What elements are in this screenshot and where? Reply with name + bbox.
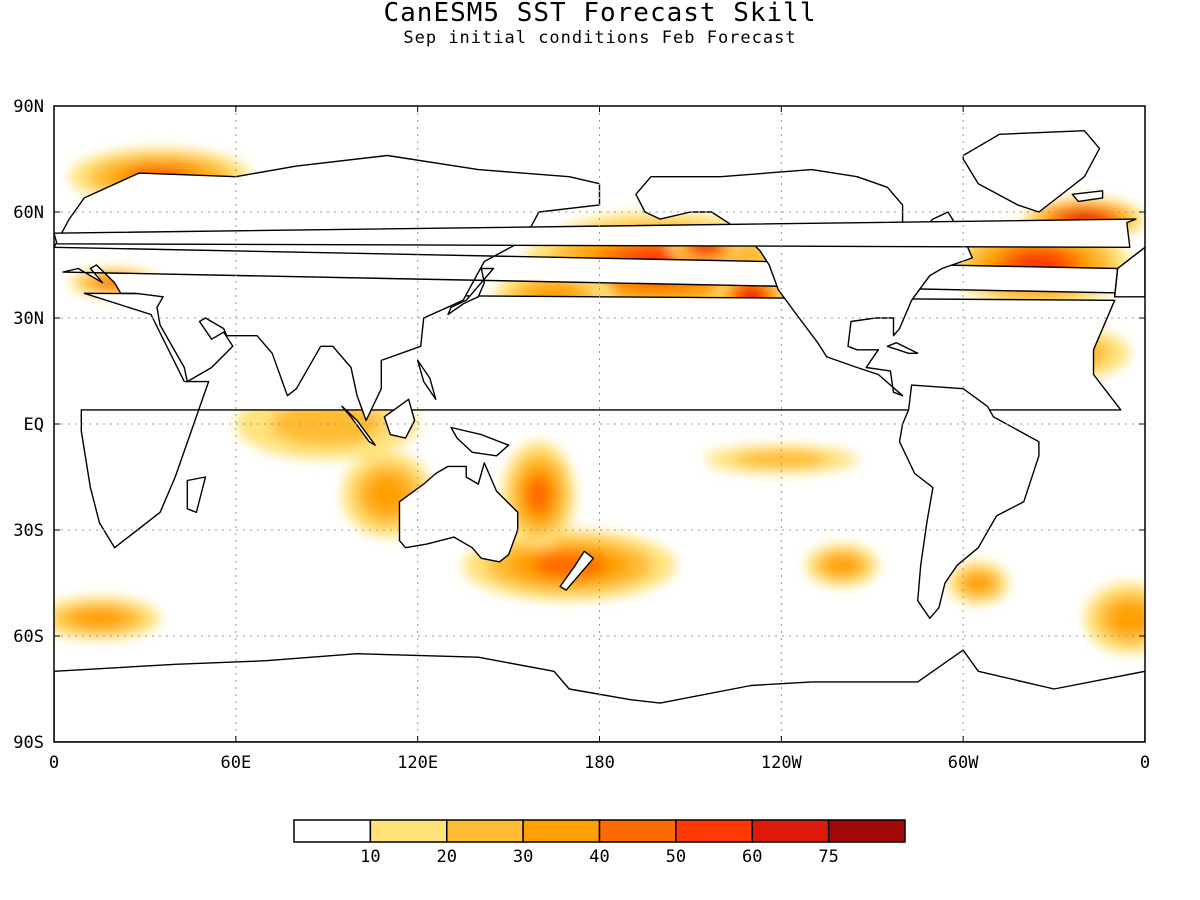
colorbar-label: 50 <box>666 847 686 867</box>
colorbar-swatch <box>751 819 830 843</box>
uk-land <box>54 218 1137 248</box>
new-guinea-land <box>450 426 510 457</box>
antarctica-land <box>54 649 1145 742</box>
lon-tick-label: 120E <box>397 753 438 773</box>
lat-tick-label: 60N <box>13 203 44 223</box>
lat-tick-label: 30N <box>13 309 44 329</box>
eurasia-land <box>54 154 1140 422</box>
colorbar-label: 10 <box>360 847 380 867</box>
lon-tick-label: 0 <box>49 753 59 773</box>
australia-land <box>398 462 519 563</box>
colorbar-label: 30 <box>513 847 533 867</box>
lon-tick-label: 180 <box>584 753 615 773</box>
skill-contour <box>734 450 828 469</box>
lat-tick-label: 90S <box>13 733 44 753</box>
colorbar-label: 60 <box>742 847 762 867</box>
skill-contour <box>72 608 127 628</box>
philippines-land <box>417 359 437 400</box>
skill-contour <box>825 555 859 575</box>
lon-tick-label: 120W <box>761 753 803 773</box>
colorbar-swatch <box>446 819 524 843</box>
skill-contour <box>1109 602 1145 635</box>
lat-tick-label: 60S <box>13 627 44 647</box>
skill-contour <box>964 573 992 593</box>
colorbar-swatch <box>598 819 677 843</box>
europe-wrap-land <box>1113 246 1145 298</box>
colorbar-label: 40 <box>589 847 609 867</box>
cuba-land <box>886 342 919 354</box>
colorbar-swatch <box>827 819 906 843</box>
lat-tick-label: 90N <box>13 97 44 117</box>
lat-tick-label: 30S <box>13 521 44 541</box>
colorbar-swatch <box>675 819 753 843</box>
colorbar-swatch <box>369 819 448 843</box>
japan-land <box>447 267 495 316</box>
lon-tick-label: 60E <box>220 753 251 773</box>
lon-tick-label: 60W <box>948 753 979 773</box>
colorbar-swatch <box>522 819 601 843</box>
lon-tick-label: 0 <box>1140 753 1150 773</box>
colorbar-label: 75 <box>818 847 838 867</box>
skill-contour <box>270 402 383 446</box>
skill-contour <box>367 475 408 514</box>
colorbar-label: 20 <box>437 847 457 867</box>
grid-lines <box>54 106 1145 742</box>
greenland-land <box>962 130 1101 213</box>
south-america-land <box>898 384 1040 619</box>
coastlines <box>54 130 1145 742</box>
lat-tick-label: EQ <box>24 415 44 435</box>
borneo-land <box>383 398 416 439</box>
madagascar-land <box>186 476 207 513</box>
skill-contour <box>526 476 552 514</box>
new-zealand-land <box>559 550 595 591</box>
sumatra-land <box>341 405 376 446</box>
colorbar-swatch <box>293 819 372 843</box>
map-title: CanESM5 SST Forecast Skill <box>383 0 817 28</box>
colorbar: 10 20 30 40 50 60 75 <box>293 819 906 867</box>
iceland-land <box>1071 190 1104 203</box>
map-subtitle: Sep initial conditions Feb Forecast <box>403 28 797 48</box>
